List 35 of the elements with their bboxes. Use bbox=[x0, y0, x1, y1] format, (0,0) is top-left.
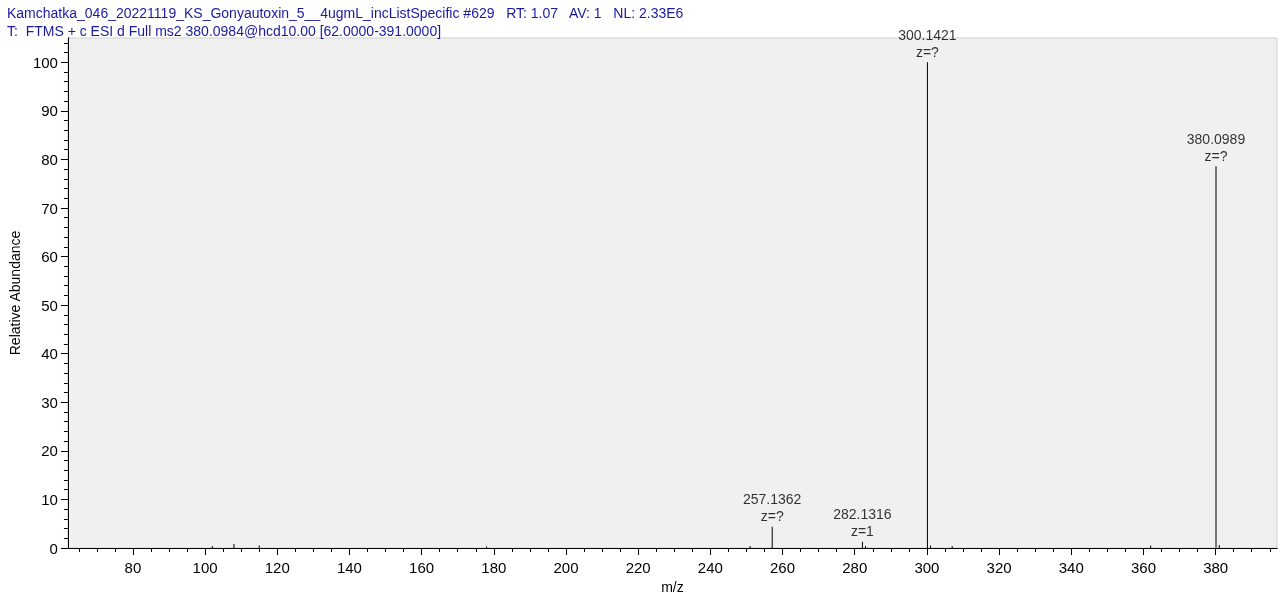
x-tick-label: 320 bbox=[986, 559, 1012, 576]
y-tick-label: 50 bbox=[41, 296, 58, 314]
y-axis-title: Relative Abundance bbox=[7, 230, 23, 356]
x-tick-label: 280 bbox=[842, 559, 868, 576]
y-tick-label: 0 bbox=[49, 539, 58, 557]
x-tick-label: 360 bbox=[1130, 559, 1156, 576]
chart-title: Kamchatka_046_20221119_KS_Gonyautoxin_5__4ugmL_incListSpecific #629 RT: 1.07 AV: 1 NL: 2.33E6 bbox=[7, 5, 684, 21]
annotation: 282.1316 z=1 bbox=[833, 506, 892, 540]
y-tick-label: 10 bbox=[41, 490, 58, 508]
y-tick-label: 20 bbox=[41, 442, 58, 460]
x-tick-label: 220 bbox=[625, 559, 651, 576]
annotation: 257.1362 z=? bbox=[743, 491, 802, 525]
x-tick-label: 240 bbox=[697, 559, 723, 576]
x-tick-label: 380 bbox=[1203, 559, 1229, 576]
y-tick-label: 90 bbox=[41, 102, 58, 120]
x-tick-label: 120 bbox=[264, 559, 290, 576]
annotation: 380.0989 z=? bbox=[1186, 130, 1246, 164]
x-tick-label: 180 bbox=[481, 559, 507, 576]
annotation: 300.1421 z=? bbox=[898, 26, 957, 60]
x-tick-label: 300 bbox=[914, 559, 940, 576]
x-axis-title: m/z bbox=[661, 578, 684, 595]
y-tick-label: 60 bbox=[41, 248, 58, 266]
x-tick-label: 340 bbox=[1058, 559, 1084, 576]
x-tick-label: 160 bbox=[409, 559, 435, 576]
y-tick-label: 40 bbox=[41, 345, 58, 363]
y-tick-label: 100 bbox=[32, 53, 58, 71]
y-tick-label: 70 bbox=[41, 199, 58, 217]
x-tick-label: 200 bbox=[553, 559, 579, 576]
x-tick-label: 100 bbox=[192, 559, 218, 576]
x-tick-label: 80 bbox=[124, 559, 142, 576]
x-tick-label: 140 bbox=[336, 559, 362, 576]
y-tick-label: 80 bbox=[41, 150, 58, 168]
y-tick-label: 30 bbox=[41, 393, 58, 411]
x-tick-label: 260 bbox=[770, 559, 796, 576]
chart-subtitle: T: FTMS + c ESI d Full ms2 380.0984@hcd10.00 [62.0000-391.0000] bbox=[7, 23, 442, 39]
